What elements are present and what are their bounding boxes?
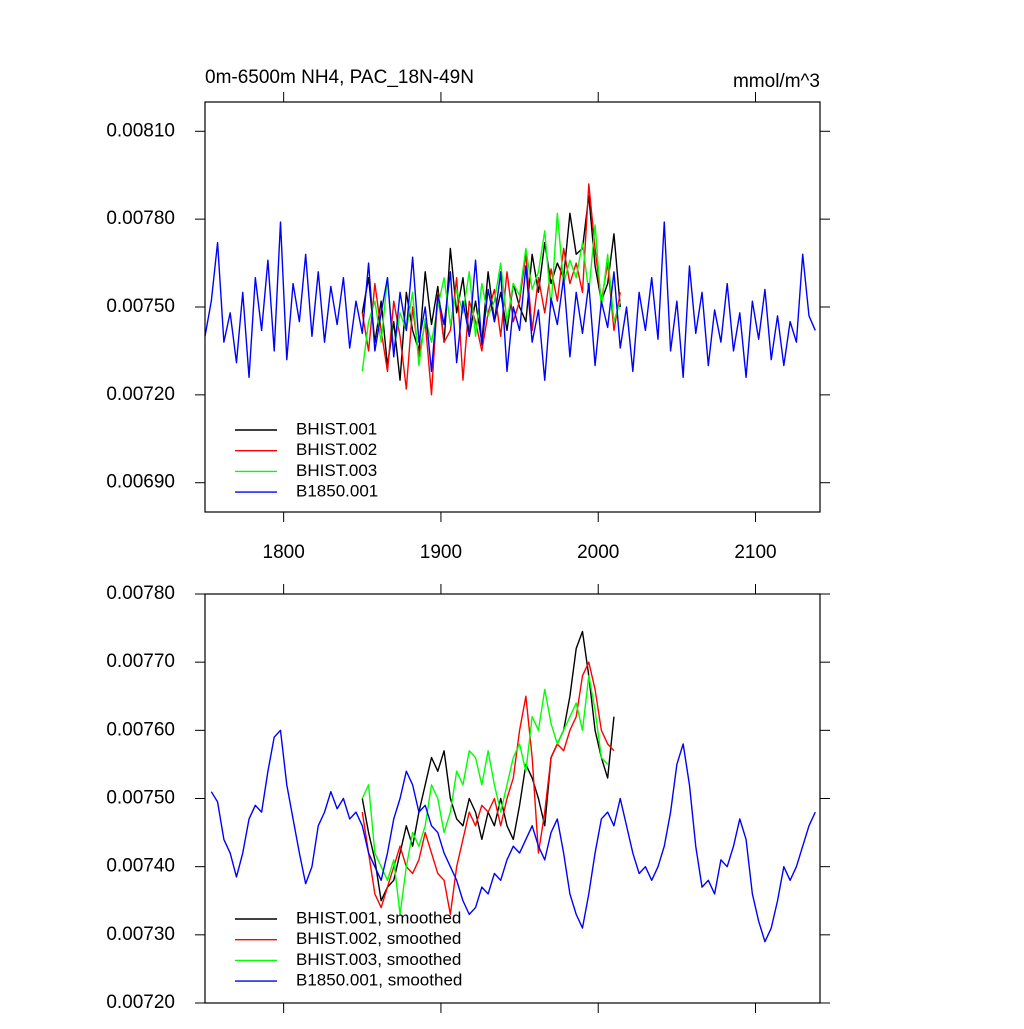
y-tick-label: 0.00750 — [106, 296, 175, 317]
plot-frame — [204, 101, 821, 513]
y-tick-label: 0.00810 — [106, 120, 175, 141]
legend-label: B1850.001 — [296, 482, 378, 501]
legend-label: BHIST.001, smoothed — [296, 908, 461, 927]
chart-title: 0m-6500m NH4, PAC_18N-49N — [205, 67, 474, 88]
y-tick-label: 0.00690 — [106, 472, 175, 493]
legend-label: BHIST.002, smoothed — [296, 929, 461, 948]
x-tick-label: 1900 — [420, 542, 462, 563]
series-line — [204, 221, 816, 381]
y-tick-label: 0.00740 — [106, 856, 175, 877]
series-line — [361, 195, 621, 381]
x-tick-label: 2100 — [734, 542, 776, 563]
y-tick-label: 0.00780 — [106, 583, 175, 604]
x-tick-label: 2000 — [577, 542, 619, 563]
y-tick-label: 0.00750 — [106, 788, 175, 809]
plot-frame — [204, 593, 821, 1004]
legend-label: BHIST.001 — [296, 419, 377, 438]
legend-label: BHIST.003, smoothed — [296, 950, 461, 969]
legend-label: BHIST.002 — [296, 440, 377, 459]
y-tick-label: 0.00780 — [106, 208, 175, 229]
series-line — [361, 661, 615, 916]
y-tick-label: 0.00730 — [106, 924, 175, 945]
legend-label: BHIST.003 — [296, 461, 377, 480]
y-tick-label: 0.00760 — [106, 719, 175, 740]
y-tick-label: 0.00720 — [106, 992, 175, 1013]
x-tick-label: 1800 — [263, 542, 305, 563]
series-line — [210, 729, 816, 943]
unit-label: mmol/m^3 — [733, 71, 820, 92]
y-tick-label: 0.00720 — [106, 384, 175, 405]
y-tick-label: 0.00770 — [106, 651, 175, 672]
series-line — [361, 675, 609, 916]
legend-label: B1850.001, smoothed — [296, 971, 462, 990]
